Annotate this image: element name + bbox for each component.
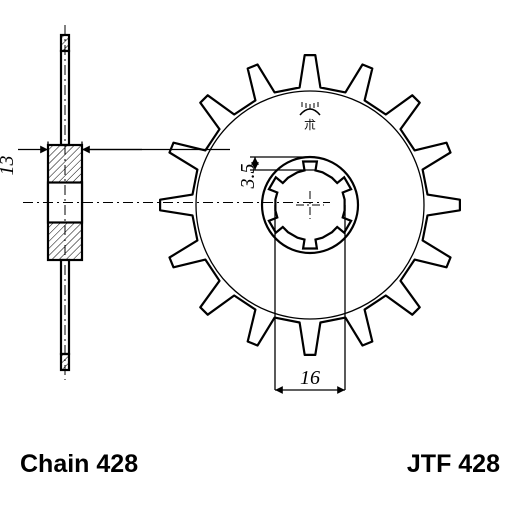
svg-text:朮: 朮	[304, 118, 316, 132]
drawing-svg: 朮 16 3.5 13	[0, 0, 520, 520]
dim-lip: 3.5	[237, 164, 259, 190]
sprocket-front-view: 朮 16 3.5	[160, 55, 460, 390]
chain-spec-label: Chain 428	[20, 450, 138, 479]
sprocket-teeth-outline	[160, 55, 460, 355]
dim-hub-width: 13	[0, 156, 18, 176]
sprocket-side-view: 13	[0, 25, 330, 380]
splined-bore	[269, 162, 351, 249]
part-number-label: JTF 428	[407, 450, 500, 479]
technical-drawing: 朮 16 3.5 13 Chain 428 JTF 428	[0, 0, 520, 520]
orientation-mark	[300, 109, 320, 115]
dim-bore: 16	[300, 367, 320, 389]
